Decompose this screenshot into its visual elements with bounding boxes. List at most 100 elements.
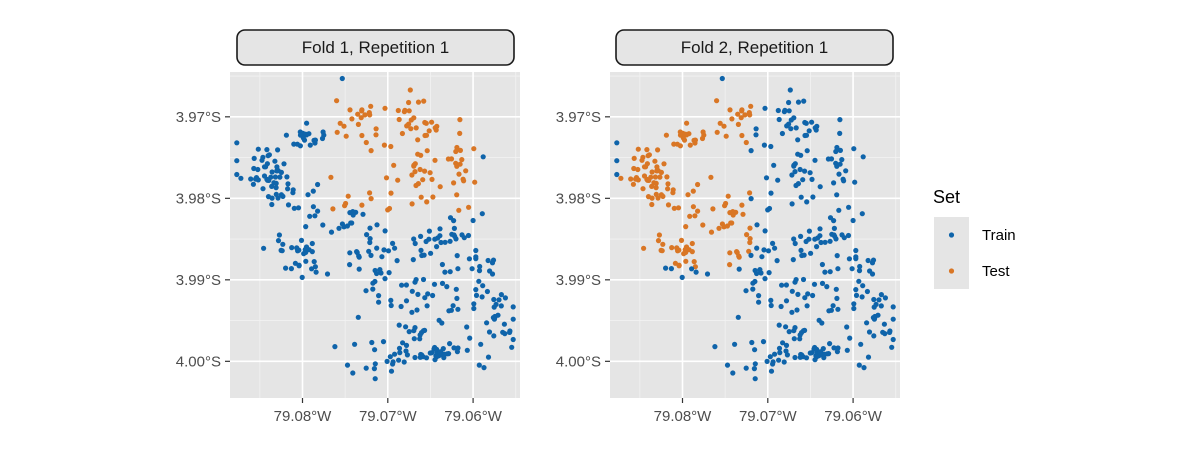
train-point (386, 270, 392, 276)
train-point (831, 225, 838, 231)
test-point (373, 132, 379, 138)
train-point (281, 161, 287, 167)
test-point (421, 98, 427, 104)
train-point (347, 250, 353, 256)
train-point (396, 357, 402, 363)
x-tick-label: 79.08°W (654, 408, 713, 425)
train-point (819, 320, 825, 326)
train-point (876, 297, 882, 303)
test-point (343, 200, 349, 207)
train-point (805, 291, 811, 297)
test-point (368, 103, 374, 109)
train-point (421, 252, 427, 258)
train-point (451, 225, 457, 231)
train-point (804, 199, 810, 205)
train-point (826, 351, 832, 357)
train-point (668, 266, 675, 272)
train-point (307, 213, 313, 219)
train-point (251, 165, 257, 172)
train-point (367, 239, 373, 246)
train-point (451, 345, 457, 351)
train-point (825, 156, 832, 162)
train-point (315, 208, 321, 214)
train-point (839, 157, 845, 163)
train-point (284, 174, 290, 180)
train-point (890, 304, 896, 310)
train-point (319, 135, 326, 142)
train-point (450, 303, 456, 309)
train-point (398, 303, 404, 310)
train-point (730, 370, 736, 376)
train-point (312, 264, 318, 270)
train-point (466, 256, 472, 262)
x-tick-label: 79.07°W (359, 408, 418, 425)
train-point (396, 322, 402, 328)
train-point (372, 278, 378, 285)
train-point (752, 376, 758, 382)
train-point (835, 266, 841, 272)
test-point (406, 121, 412, 127)
train-point (374, 245, 380, 251)
train-point (765, 248, 772, 254)
train-point (772, 351, 778, 357)
test-point (739, 107, 745, 113)
test-point (368, 148, 374, 154)
train-point (818, 239, 824, 246)
train-point (878, 292, 885, 298)
test-point (415, 137, 421, 143)
test-point (723, 133, 729, 139)
test-point (685, 192, 691, 198)
train-point (889, 344, 895, 350)
train-point (689, 266, 695, 272)
test-point (359, 202, 365, 208)
train-point (404, 352, 410, 358)
train-point (347, 262, 353, 268)
test-point (695, 208, 701, 214)
test-point (429, 119, 435, 125)
y-tick-label: 3.97°S (556, 109, 601, 126)
train-point (756, 299, 762, 305)
train-point (261, 245, 267, 251)
test-point (747, 190, 753, 196)
test-point (631, 155, 637, 161)
test-point (727, 250, 733, 256)
train-point (379, 254, 385, 260)
train-point (310, 204, 316, 210)
test-point (459, 157, 465, 163)
train-point (470, 217, 476, 224)
train-point (275, 147, 281, 153)
train-point (376, 293, 382, 299)
test-point (383, 175, 390, 181)
train-point (736, 266, 742, 272)
train-point (372, 347, 378, 353)
test-point (692, 213, 698, 219)
train-point (403, 298, 410, 304)
train-point (442, 269, 448, 275)
train-point (789, 309, 795, 315)
test-point (689, 249, 695, 255)
train-point (280, 193, 286, 199)
train-point (857, 263, 863, 270)
train-point (822, 269, 828, 275)
train-point (826, 308, 832, 314)
train-point (781, 359, 787, 365)
train-point (469, 266, 475, 272)
test-point (738, 115, 744, 121)
x-tick-label: 79.07°W (739, 408, 798, 425)
test-point (457, 161, 463, 167)
train-point (410, 257, 416, 263)
train-point (890, 316, 896, 322)
train-point (234, 171, 240, 178)
train-point (839, 232, 845, 238)
train-point (851, 301, 857, 307)
train-point (834, 144, 840, 151)
train-point (381, 247, 387, 253)
train-point (853, 292, 860, 298)
train-point (437, 349, 443, 355)
test-point (345, 193, 351, 199)
test-point (628, 176, 634, 182)
test-point (660, 241, 666, 247)
train-point (411, 328, 417, 334)
train-point (810, 292, 816, 299)
